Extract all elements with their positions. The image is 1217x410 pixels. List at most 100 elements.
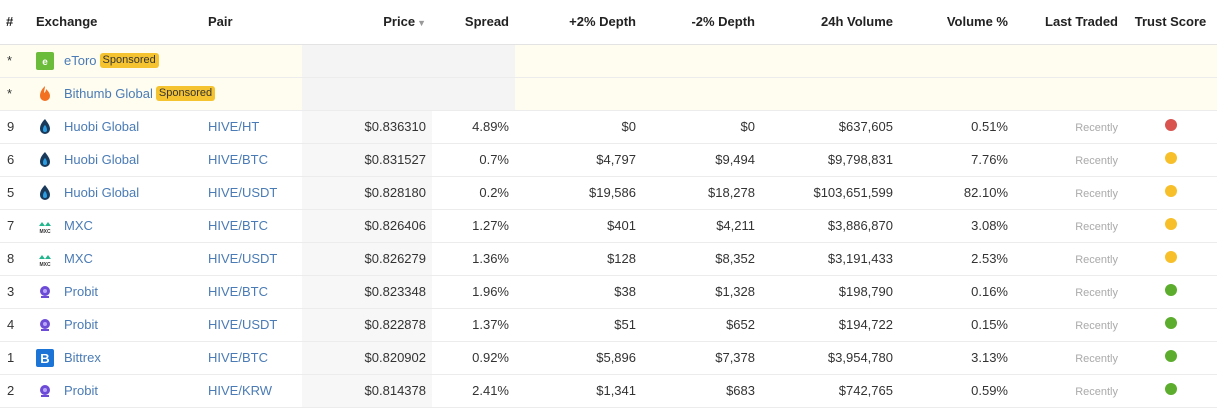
price-value: $0.822878 [302, 308, 432, 342]
spread-value: 1.27% [432, 209, 515, 243]
last-traded-value: Recently [1075, 122, 1118, 134]
exchange-cell[interactable]: Probit [30, 275, 202, 309]
exchange-name[interactable]: Probit [64, 383, 98, 398]
exchange-cell[interactable]: Huobi Global [30, 143, 202, 177]
exchange-cell[interactable]: Huobi Global [30, 176, 202, 210]
exchange-name[interactable]: MXC [64, 251, 93, 266]
last-traded-value: Recently [1075, 386, 1118, 398]
price-header-label: Price [383, 14, 416, 30]
empty-cell [761, 44, 899, 78]
svg-text:e: e [42, 57, 48, 68]
trust-score-cell [1124, 275, 1217, 309]
probit-icon [36, 316, 54, 334]
col-header-volume[interactable]: 24h Volume [761, 0, 899, 45]
depth-plus-value: $38 [515, 275, 642, 309]
col-header-depth-minus[interactable]: -2% Depth [642, 0, 761, 45]
trust-score-cell [1124, 209, 1217, 243]
exchange-name[interactable]: Bittrex [64, 350, 101, 365]
col-header-exchange[interactable]: Exchange [30, 0, 202, 45]
pair-link[interactable]: HIVE/USDT [202, 176, 302, 210]
depth-plus-value: $128 [515, 242, 642, 276]
sponsored-row[interactable]: * e eToro Sponsored [0, 44, 1217, 78]
col-header-depth-plus[interactable]: +2% Depth [515, 0, 642, 45]
empty-cell [302, 44, 432, 78]
col-header-volume-pct[interactable]: Volume % [899, 0, 1014, 45]
last-traded-cell: Recently [1014, 242, 1124, 276]
table-row[interactable]: 4 Probit HIVE/USDT $0.822878 1.37% $51 $… [0, 308, 1217, 342]
depth-minus-value: $8,352 [642, 242, 761, 276]
pair-link[interactable]: HIVE/BTC [202, 143, 302, 177]
exchange-cell[interactable]: MXC MXC [30, 209, 202, 243]
table-row[interactable]: 9 Huobi Global HIVE/HT $0.836310 4.89% $… [0, 110, 1217, 144]
col-header-price[interactable]: Price ▼ [302, 0, 432, 45]
table-row[interactable]: 6 Huobi Global HIVE/BTC $0.831527 0.7% $… [0, 143, 1217, 177]
exchange-cell[interactable]: B Bittrex [30, 341, 202, 375]
price-value: $0.828180 [302, 176, 432, 210]
exchange-name[interactable]: Probit [64, 284, 98, 299]
pair-link[interactable]: HIVE/KRW [202, 374, 302, 408]
mxc-icon: MXC [36, 217, 54, 235]
volume-pct-value: 3.08% [899, 209, 1014, 243]
empty-cell [1124, 44, 1217, 78]
table-row[interactable]: 7 MXC MXC HIVE/BTC $0.826406 1.27% $401 … [0, 209, 1217, 243]
exchange-cell[interactable]: MXC MXC [30, 242, 202, 276]
table-row[interactable]: 5 Huobi Global HIVE/USDT $0.828180 0.2% … [0, 176, 1217, 210]
empty-cell [899, 44, 1014, 78]
exchange-name[interactable]: Huobi Global [64, 152, 140, 167]
pair-link[interactable]: HIVE/BTC [202, 341, 302, 375]
pair-link[interactable]: HIVE/HT [202, 110, 302, 144]
sort-desc-icon: ▼ [417, 18, 426, 29]
table-row[interactable]: 1 B Bittrex HIVE/BTC $0.820902 0.92% $5,… [0, 341, 1217, 375]
exchange-cell[interactable]: e eToro Sponsored [30, 44, 202, 78]
exchange-cell[interactable]: Probit [30, 374, 202, 408]
etoro-icon: e [36, 51, 54, 70]
trust-score-dot [1164, 350, 1177, 362]
table-row[interactable]: 3 Probit HIVE/BTC $0.823348 1.96% $38 $1… [0, 275, 1217, 309]
price-value: $0.826406 [302, 209, 432, 243]
trust-score-dot [1164, 152, 1177, 164]
depth-plus-value: $401 [515, 209, 642, 243]
exchange-name[interactable]: MXC [64, 218, 93, 233]
exchange-cell[interactable]: Bithumb Global Sponsored [30, 77, 216, 111]
exchange-cell[interactable]: Huobi Global [30, 110, 202, 144]
last-traded-cell: Recently [1014, 209, 1124, 243]
exchange-cell[interactable]: Probit [30, 308, 202, 342]
pair-link[interactable]: HIVE/USDT [202, 308, 302, 342]
trust-score-cell [1124, 143, 1217, 177]
huobi-icon [36, 118, 54, 136]
exchange-name[interactable]: Huobi Global [64, 185, 140, 200]
price-value: $0.831527 [302, 143, 432, 177]
col-header-pair[interactable]: Pair [202, 0, 302, 45]
last-traded-value: Recently [1075, 188, 1118, 200]
depth-minus-value: $0 [642, 110, 761, 144]
sponsored-row[interactable]: * Bithumb Global Sponsored [0, 77, 1217, 111]
depth-minus-value: $1,328 [642, 275, 761, 309]
pair-link[interactable]: HIVE/BTC [202, 209, 302, 243]
col-header-trust-score[interactable]: Trust Score [1124, 0, 1217, 45]
table-row[interactable]: 2 Probit HIVE/KRW $0.814378 2.41% $1,341… [0, 374, 1217, 408]
exchange-name[interactable]: eToro [64, 53, 97, 68]
spread-value: 4.89% [432, 110, 515, 144]
col-header-last-traded[interactable]: Last Traded [1014, 0, 1124, 45]
row-rank: * [0, 77, 30, 111]
last-traded-cell: Recently [1014, 110, 1124, 144]
exchange-name[interactable]: Huobi Global [64, 119, 140, 134]
svg-text:B: B [40, 351, 49, 366]
empty-cell [1014, 77, 1124, 111]
depth-minus-value: $652 [642, 308, 761, 342]
pair-link[interactable]: HIVE/USDT [202, 242, 302, 276]
bithumb-icon [36, 85, 54, 103]
last-traded-cell: Recently [1014, 143, 1124, 177]
spread-value: 0.92% [432, 341, 515, 375]
col-header-spread[interactable]: Spread [432, 0, 515, 45]
exchange-name[interactable]: Probit [64, 317, 98, 332]
pair-link[interactable]: HIVE/BTC [202, 275, 302, 309]
last-traded-value: Recently [1075, 254, 1118, 266]
exchange-name[interactable]: Bithumb Global [64, 86, 153, 101]
spread-value: 1.37% [432, 308, 515, 342]
spread-value: 1.36% [432, 242, 515, 276]
row-rank: 1 [0, 341, 30, 375]
table-row[interactable]: 8 MXC MXC HIVE/USDT $0.826279 1.36% $128… [0, 242, 1217, 276]
depth-plus-value: $51 [515, 308, 642, 342]
